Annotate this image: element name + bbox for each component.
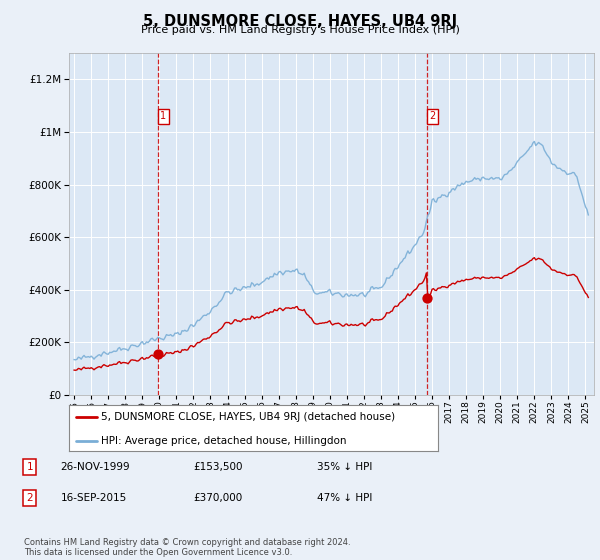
Text: Contains HM Land Registry data © Crown copyright and database right 2024.
This d: Contains HM Land Registry data © Crown c… [24,538,350,557]
Text: 2: 2 [26,493,33,503]
Text: 26-NOV-1999: 26-NOV-1999 [61,462,130,472]
Text: £153,500: £153,500 [193,462,242,472]
Text: 1: 1 [26,462,33,472]
Text: 2: 2 [430,111,436,122]
Text: HPI: Average price, detached house, Hillingdon: HPI: Average price, detached house, Hill… [101,436,347,446]
Text: 5, DUNSMORE CLOSE, HAYES, UB4 9RJ: 5, DUNSMORE CLOSE, HAYES, UB4 9RJ [143,14,457,29]
Text: 35% ↓ HPI: 35% ↓ HPI [317,462,373,472]
Text: £370,000: £370,000 [193,493,242,503]
Text: 1: 1 [160,111,166,122]
Point [422,293,432,302]
Text: 47% ↓ HPI: 47% ↓ HPI [317,493,373,503]
Text: 5, DUNSMORE CLOSE, HAYES, UB4 9RJ (detached house): 5, DUNSMORE CLOSE, HAYES, UB4 9RJ (detac… [101,412,395,422]
Text: Price paid vs. HM Land Registry's House Price Index (HPI): Price paid vs. HM Land Registry's House … [140,25,460,35]
Text: 16-SEP-2015: 16-SEP-2015 [61,493,127,503]
Point [153,350,163,359]
